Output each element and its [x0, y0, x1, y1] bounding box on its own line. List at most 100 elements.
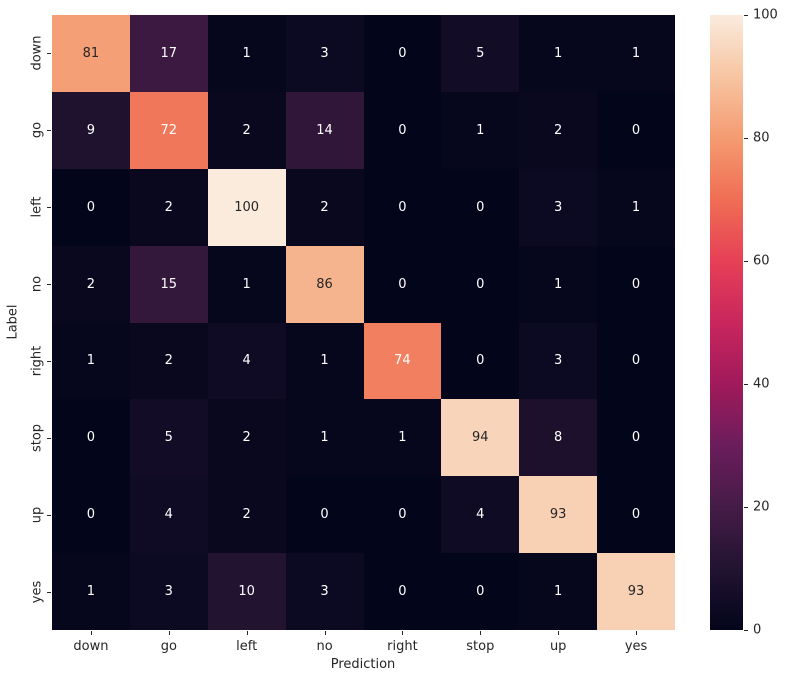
y-tick-label-left: left [29, 196, 45, 218]
y-tick-label-no: no [29, 275, 45, 293]
heatmap-cell-no-right: 0 [363, 245, 442, 323]
x-tick-label-go: go [160, 639, 177, 654]
heatmap-cell-down-no: 3 [285, 15, 364, 92]
x-tick-label-left: left [236, 639, 258, 654]
heatmap-cell-down-down: 81 [52, 15, 130, 92]
heatmap-cell-up-right: 0 [363, 476, 442, 554]
y-tick-label-stop: stop [29, 423, 45, 452]
heatmap-cell-no-go: 15 [129, 245, 208, 323]
heatmap-cell-right-up: 3 [519, 322, 598, 400]
heatmap-cell-stop-no: 1 [285, 399, 364, 477]
heatmap-cell-down-stop: 5 [441, 15, 520, 92]
y-axis-title: Label [5, 304, 21, 340]
heatmap-cell-no-down: 2 [52, 245, 130, 323]
heatmap-cell-no-left: 1 [207, 245, 286, 323]
heatmap-cell-go-no: 14 [285, 91, 364, 169]
colorbar-tick-label-20: 20 [753, 499, 770, 515]
heatmap-cell-no-no: 86 [285, 245, 364, 323]
heatmap-cell-right-go: 2 [129, 322, 208, 400]
heatmap-cell-down-right: 0 [363, 15, 442, 92]
x-tick-mark [168, 631, 170, 635]
x-tick-mark [558, 631, 560, 635]
heatmap-cell-yes-down: 1 [52, 553, 130, 630]
heatmap-cell-yes-left: 10 [207, 553, 286, 630]
heatmap-cell-right-stop: 0 [441, 322, 520, 400]
heatmap-cell-stop-down: 0 [52, 399, 130, 477]
colorbar-tick-mark [744, 261, 748, 262]
heatmap-grid: 81 17 1 3 0 5 1 1 9 72 2 14 0 1 2 0 0 2 100 2 0 0 3 1 2 15 1 86 0 0 1 0… [52, 15, 675, 630]
x-tick-mark [402, 631, 404, 635]
x-axis-title: Prediction [330, 657, 396, 672]
heatmap-cell-go-yes: 0 [597, 91, 675, 169]
x-tick-label-stop: stop [466, 639, 495, 654]
heatmap-cell-yes-right: 0 [363, 553, 442, 630]
colorbar-tick-label-80: 80 [753, 130, 770, 146]
heatmap-cell-up-up: 93 [519, 476, 598, 554]
heatmap-cell-down-yes: 1 [597, 15, 675, 92]
y-tick-label-yes: yes [29, 580, 45, 603]
heatmap-cell-go-stop: 1 [441, 91, 520, 169]
heatmap-cell-yes-stop: 0 [441, 553, 520, 630]
colorbar-tick-mark [744, 384, 748, 385]
y-tick-mark [47, 591, 51, 593]
y-tick-label-up: up [29, 506, 45, 523]
x-tick-label-yes: yes [624, 639, 648, 654]
heatmap-cell-go-right: 0 [363, 91, 442, 169]
heatmap-cell-up-down: 0 [52, 476, 130, 554]
colorbar-tick-label-0: 0 [753, 622, 762, 638]
heatmap-cell-up-yes: 0 [597, 476, 675, 554]
heatmap-cell-right-yes: 0 [597, 322, 675, 400]
y-tick-mark [47, 53, 51, 55]
heatmap-cell-down-up: 1 [519, 15, 598, 92]
heatmap-cell-up-left: 2 [207, 476, 286, 554]
heatmap-cell-go-up: 2 [519, 91, 598, 169]
heatmap-cell-yes-yes: 93 [597, 553, 675, 630]
y-tick-label-down: down [29, 35, 45, 71]
heatmap-cell-stop-right: 1 [363, 399, 442, 477]
y-tick-mark [47, 284, 51, 286]
heatmap-cell-right-right: 74 [363, 322, 442, 400]
x-tick-mark [246, 631, 248, 635]
colorbar-tick-label-60: 60 [753, 253, 770, 269]
y-tick-mark [47, 514, 51, 516]
heatmap-cell-go-down: 9 [52, 91, 130, 169]
x-tick-label-no: no [316, 639, 333, 654]
heatmap-cell-left-up: 3 [519, 168, 598, 246]
x-tick-mark [324, 631, 326, 635]
x-tick-mark [480, 631, 482, 635]
heatmap-cell-yes-no: 3 [285, 553, 364, 630]
y-tick-mark [47, 360, 51, 362]
x-tick-mark [636, 631, 638, 635]
heatmap-cell-left-down: 0 [52, 168, 130, 246]
heatmap-cell-no-stop: 0 [441, 245, 520, 323]
y-tick-mark [47, 437, 51, 439]
heatmap-cell-yes-up: 1 [519, 553, 598, 630]
heatmap-cell-left-left: 100 [207, 168, 286, 246]
heatmap-cell-down-go: 17 [129, 15, 208, 92]
x-tick-label-right: right [387, 639, 418, 654]
colorbar-tick-mark [744, 138, 748, 139]
y-tick-label-go: go [29, 122, 45, 139]
heatmap-cell-go-go: 72 [129, 91, 208, 169]
colorbar-tick-label-100: 100 [753, 7, 778, 23]
heatmap-cell-stop-yes: 0 [597, 399, 675, 477]
y-tick-mark [47, 207, 51, 209]
colorbar-tick-mark [744, 630, 748, 631]
heatmap-cell-up-go: 4 [129, 476, 208, 554]
x-tick-label-up: up [549, 639, 567, 654]
heatmap-cell-go-left: 2 [207, 91, 286, 169]
x-tick-label-down: down [73, 639, 109, 654]
y-tick-label-right: right [29, 345, 45, 377]
heatmap-cell-stop-left: 2 [207, 399, 286, 477]
heatmap-cell-yes-go: 3 [129, 553, 208, 630]
heatmap-cell-stop-stop: 94 [441, 399, 520, 477]
heatmap-cell-left-yes: 1 [597, 168, 675, 246]
heatmap-cell-up-no: 0 [285, 476, 364, 554]
heatmap-cell-left-stop: 0 [441, 168, 520, 246]
heatmap-cell-right-no: 1 [285, 322, 364, 400]
heatmap-cell-stop-go: 5 [129, 399, 208, 477]
colorbar-tick-mark [744, 507, 748, 508]
x-tick-mark [90, 631, 92, 635]
heatmap-cell-right-left: 4 [207, 322, 286, 400]
